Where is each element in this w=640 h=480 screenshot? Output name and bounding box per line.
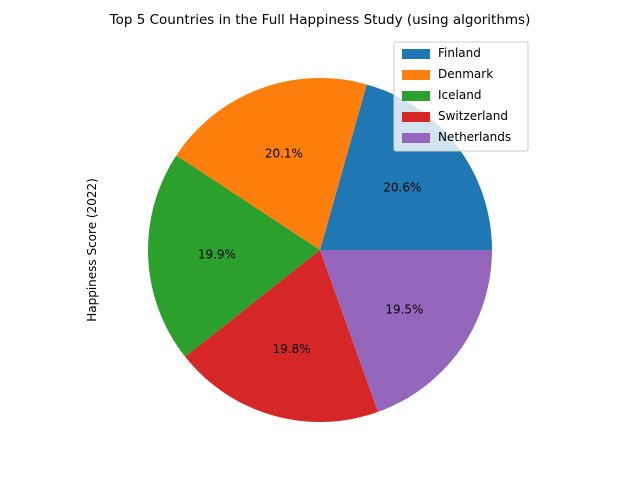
- legend-swatch: [402, 49, 430, 59]
- pie-slice-netherlands: [320, 250, 492, 412]
- slice-percent-label: 19.8%: [273, 342, 311, 356]
- legend-label: Iceland: [438, 88, 481, 102]
- legend: Finland Denmark Iceland Switzerland Netherla…: [393, 41, 529, 152]
- slice-percent-label: 19.9%: [198, 248, 236, 262]
- legend-swatch: [402, 91, 430, 101]
- slice-percent-label: 20.1%: [265, 146, 303, 160]
- pie-percent-labels: 20.6% 20.1% 19.9% 19.8% 19.5%: [198, 146, 424, 356]
- chart-title: Top 5 Countries in the Full Happiness St…: [109, 12, 531, 28]
- pie-slice-iceland: [147, 155, 320, 357]
- slice-percent-label: 19.5%: [385, 302, 423, 316]
- pie-slice-denmark: [176, 78, 367, 251]
- legend-swatch: [402, 70, 430, 80]
- pie-slice-finland: [320, 84, 492, 250]
- slice-percent-label: 20.6%: [383, 181, 421, 195]
- legend-swatch: [402, 112, 430, 122]
- legend-label: Denmark: [438, 67, 493, 81]
- legend-label: Finland: [438, 46, 481, 60]
- legend-frame: [393, 41, 529, 152]
- legend-label: Switzerland: [438, 109, 508, 123]
- y-axis-label: Happiness Score (2022): [85, 178, 99, 322]
- pie-slice-switzerland: [185, 250, 379, 422]
- legend-label: Netherlands: [438, 130, 511, 144]
- pie-slices: [147, 78, 492, 422]
- legend-swatch: [402, 133, 430, 143]
